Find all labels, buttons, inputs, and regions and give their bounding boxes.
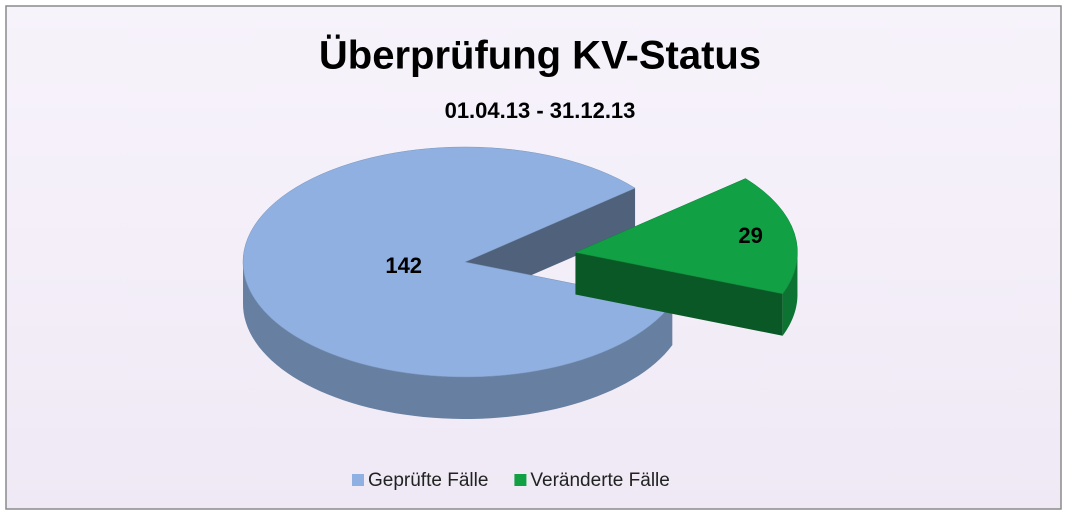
- chart-subtitle: 01.04.13 - 31.12.13: [445, 98, 636, 123]
- legend-swatch: [352, 474, 364, 486]
- slice-cut-face: [575, 252, 783, 336]
- slice-side: [243, 261, 673, 419]
- slice: [242, 146, 673, 378]
- legend-label: Veränderte Fälle: [530, 470, 669, 491]
- data-label: 142: [385, 253, 422, 278]
- legend-label: Geprüfte Fälle: [368, 470, 488, 491]
- chart-title: Überprüfung KV-Status: [319, 33, 761, 78]
- legend-swatch: [514, 474, 527, 486]
- slice-side: [782, 250, 798, 336]
- data-label: 29: [738, 223, 762, 248]
- slice: [574, 178, 798, 295]
